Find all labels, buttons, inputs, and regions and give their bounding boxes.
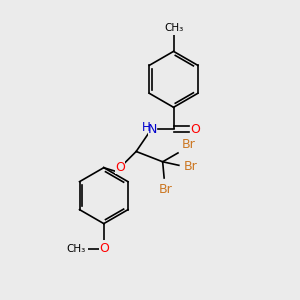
Text: N: N — [148, 123, 157, 136]
Text: O: O — [99, 242, 109, 255]
Text: CH₃: CH₃ — [164, 23, 183, 33]
Text: O: O — [190, 123, 200, 136]
Text: Br: Br — [159, 183, 172, 196]
Text: H: H — [142, 122, 150, 134]
Text: Br: Br — [183, 160, 197, 173]
Text: Br: Br — [182, 138, 196, 151]
Text: CH₃: CH₃ — [66, 244, 85, 254]
Text: O: O — [115, 161, 125, 174]
